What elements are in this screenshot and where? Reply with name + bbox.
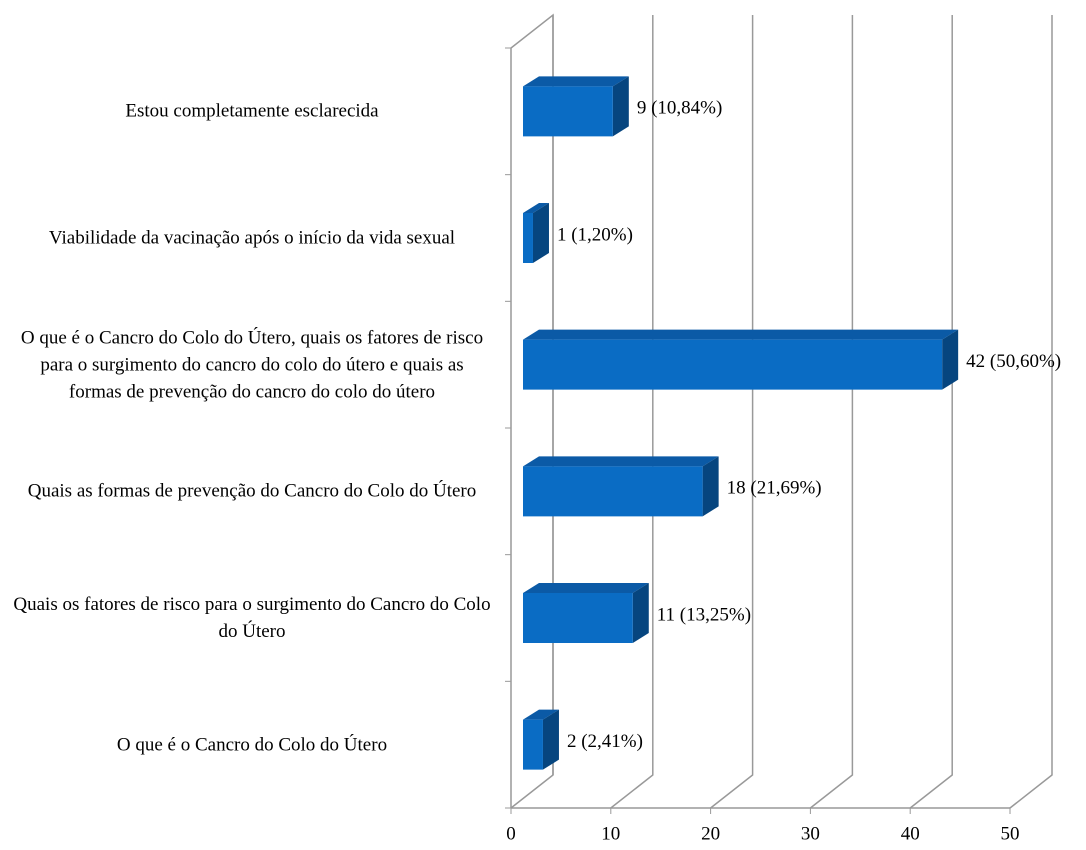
bar-face	[523, 339, 943, 390]
bar	[523, 76, 629, 137]
category-label: Estou completamente esclarecida	[125, 100, 379, 122]
bar-face	[523, 456, 719, 467]
category-label: O que é o Cancro do Colo do Útero, quais…	[20, 327, 484, 403]
grid-line	[710, 15, 754, 809]
bar-face	[702, 456, 719, 517]
value-label: 2 (2,41%)	[567, 731, 643, 752]
bar	[523, 329, 959, 390]
grid-line	[1009, 15, 1053, 809]
grid-line	[510, 15, 554, 809]
grid-line	[610, 15, 654, 809]
x-tick-label: 10	[601, 823, 620, 844]
bar-face	[532, 203, 549, 263]
bar	[523, 583, 649, 643]
value-label: 1 (1,20%)	[557, 224, 633, 245]
x-tick-label: 50	[1001, 823, 1020, 844]
bar	[523, 456, 719, 517]
bar	[523, 203, 549, 263]
category-label: Quais os fatores de risco para o surgime…	[13, 594, 491, 642]
bar-face	[612, 76, 629, 137]
bar-face	[523, 709, 559, 720]
bar-face	[942, 329, 959, 390]
value-label: 42 (50,60%)	[966, 351, 1061, 372]
grid-line	[809, 15, 854, 809]
bar-face	[523, 719, 543, 770]
bar-face	[523, 213, 533, 263]
value-label: 11 (13,25%)	[657, 604, 751, 625]
bar-face	[523, 86, 613, 137]
x-tick-label: 30	[801, 823, 820, 844]
bar-face	[523, 76, 629, 87]
x-tick-label: 0	[506, 823, 516, 844]
value-label: 18 (21,69%)	[727, 478, 822, 499]
value-label: 9 (10,84%)	[637, 98, 722, 119]
x-tick-label: 20	[701, 823, 720, 844]
bar-face	[523, 329, 959, 340]
category-label: Quais as formas de prevenção do Cancro d…	[27, 480, 477, 502]
category-label: Viabilidade da vacinação após o início d…	[48, 227, 456, 249]
grid-line	[909, 15, 953, 809]
bar-face	[632, 583, 649, 643]
bar-face	[523, 466, 703, 517]
category-label: O que é o Cancro do Colo do Útero	[116, 734, 388, 756]
bar-face	[523, 593, 633, 643]
bar-face	[542, 709, 559, 770]
bar-face	[523, 583, 649, 593]
bar-face	[523, 203, 549, 213]
x-tick-label: 40	[901, 823, 920, 844]
bar	[523, 709, 559, 770]
